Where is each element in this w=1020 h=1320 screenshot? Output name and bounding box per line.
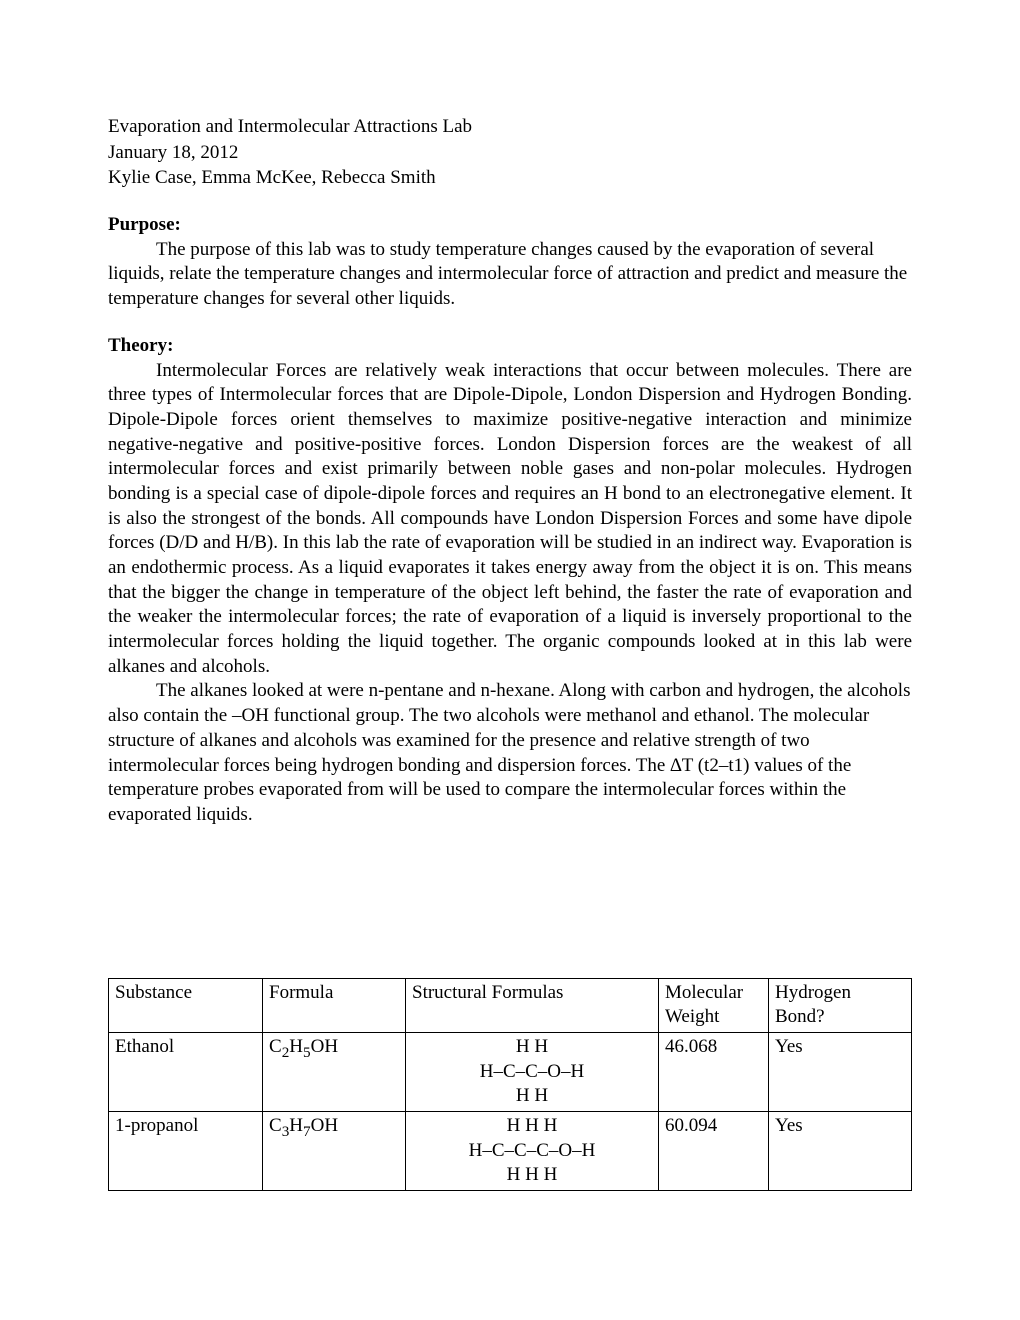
- col-header-formula: Formula: [263, 978, 406, 1032]
- col-header-substance: Substance: [109, 978, 263, 1032]
- cell-substance: 1-propanol: [109, 1112, 263, 1191]
- document-title: Evaporation and Intermolecular Attractio…: [108, 115, 912, 140]
- cell-weight: 46.068: [659, 1032, 769, 1111]
- col-header-hbond: Hydrogen Bond?: [769, 978, 912, 1032]
- table-row: Ethanol C2H5OH H H H–C–C–O–H H H 46.068 …: [109, 1032, 912, 1111]
- substances-table: Substance Formula Structural Formulas Mo…: [108, 978, 912, 1192]
- theory-heading: Theory:: [108, 334, 912, 359]
- cell-structural: H H H H–C–C–C–O–H H H H: [406, 1112, 659, 1191]
- cell-formula: C3H7OH: [263, 1112, 406, 1191]
- col-header-structural: Structural Formulas: [406, 978, 659, 1032]
- purpose-body: The purpose of this lab was to study tem…: [108, 238, 912, 312]
- cell-structural: H H H–C–C–O–H H H: [406, 1032, 659, 1111]
- col-header-weight: Molecular Weight: [659, 978, 769, 1032]
- document-date: January 18, 2012: [108, 141, 912, 166]
- document-authors: Kylie Case, Emma McKee, Rebecca Smith: [108, 166, 912, 191]
- cell-hbond: Yes: [769, 1032, 912, 1111]
- table-row: 1-propanol C3H7OH H H H H–C–C–C–O–H H H …: [109, 1112, 912, 1191]
- theory-paragraph-1: Intermolecular Forces are relatively wea…: [108, 359, 912, 680]
- cell-weight: 60.094: [659, 1112, 769, 1191]
- cell-substance: Ethanol: [109, 1032, 263, 1111]
- theory-paragraph-2: The alkanes looked at were n-pentane and…: [108, 679, 912, 827]
- cell-hbond: Yes: [769, 1112, 912, 1191]
- table-header-row: Substance Formula Structural Formulas Mo…: [109, 978, 912, 1032]
- cell-formula: C2H5OH: [263, 1032, 406, 1111]
- purpose-heading: Purpose:: [108, 213, 912, 238]
